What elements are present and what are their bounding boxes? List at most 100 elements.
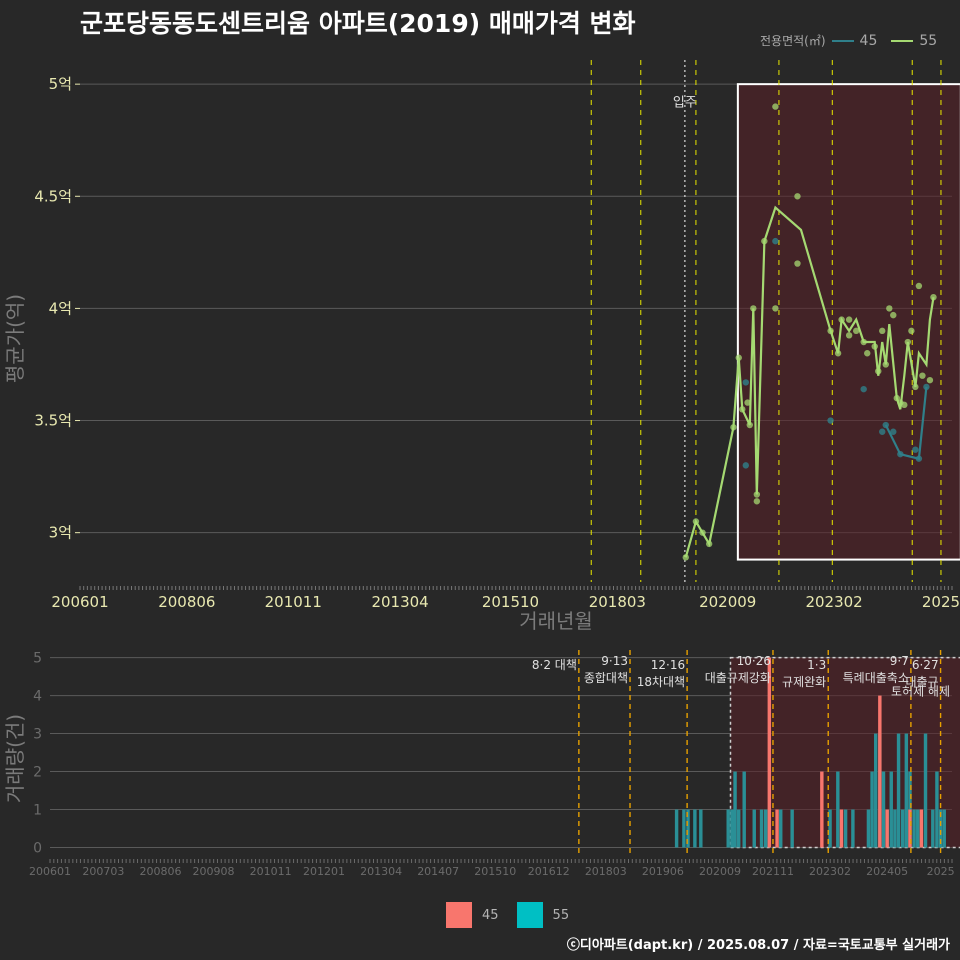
x-tick-label: 202009 bbox=[699, 593, 756, 611]
price-point-55 bbox=[838, 316, 845, 323]
price-point-45 bbox=[742, 379, 750, 386]
price-point-55 bbox=[864, 350, 871, 357]
price-point-55 bbox=[886, 305, 893, 312]
price-point-55 bbox=[879, 327, 886, 335]
price-point-55 bbox=[890, 311, 897, 319]
price-point-55 bbox=[912, 383, 919, 391]
volume-bar-45 bbox=[767, 657, 772, 848]
price-point-45 bbox=[882, 421, 889, 429]
y-tick-label: 4억 bbox=[49, 299, 72, 317]
volume-bar-55 bbox=[674, 809, 679, 848]
price-point-55 bbox=[901, 401, 908, 409]
volume-bar-55 bbox=[912, 809, 916, 848]
price-point-55 bbox=[705, 540, 713, 548]
price-point-55 bbox=[852, 327, 860, 335]
price-point-55 bbox=[699, 529, 706, 536]
volume-bar-45 bbox=[839, 809, 844, 848]
legend-bottom-label-55: 55 bbox=[552, 907, 570, 923]
volume-bar-55 bbox=[779, 809, 783, 848]
volume-bar-55 bbox=[686, 809, 690, 848]
volume-bar-45 bbox=[775, 809, 779, 848]
volume-bar-55 bbox=[790, 809, 794, 848]
price-point-55 bbox=[908, 327, 915, 335]
price-line-55 bbox=[684, 205, 935, 558]
price-point-55 bbox=[893, 394, 901, 402]
bar-y-tick-label: 3 bbox=[33, 727, 42, 743]
volume-bar-55 bbox=[737, 809, 741, 848]
volume-bar-55 bbox=[693, 809, 697, 848]
move-in-label: 입주 bbox=[673, 96, 697, 111]
price-point-55 bbox=[692, 518, 700, 525]
legend-swatch-55 bbox=[516, 902, 543, 928]
price-line-45 bbox=[884, 386, 928, 461]
legend-title: 전용면적(㎡) bbox=[760, 34, 826, 48]
volume-bar-45 bbox=[820, 771, 824, 848]
bar-x-tick-label: 202405 bbox=[866, 865, 908, 878]
price-point-45 bbox=[742, 462, 750, 469]
legend-line-55 bbox=[891, 39, 914, 42]
bar-x-tick-label: 200601 bbox=[29, 865, 71, 878]
bar-y-axis-title: 거래량(건) bbox=[3, 714, 27, 803]
policy-event-label: 10·26 bbox=[737, 654, 771, 668]
x-tick-label: 201011 bbox=[265, 593, 322, 611]
volume-bar-55 bbox=[900, 809, 905, 848]
legend-label-55: 55 bbox=[919, 32, 938, 49]
bar-x-tick-label: 200806 bbox=[140, 865, 182, 878]
price-point-55 bbox=[827, 327, 834, 335]
price-point-45 bbox=[772, 237, 779, 245]
policy-event-label: 특례대출축소 bbox=[843, 671, 909, 685]
policy-event-label: 9·7 bbox=[890, 654, 909, 668]
price-point-45 bbox=[897, 450, 904, 458]
top-legend: 전용면적(㎡) 45 55 bbox=[760, 32, 945, 49]
bar-x-tick-label: 200703 bbox=[82, 865, 124, 878]
policy-event-label: 종합대책 bbox=[584, 670, 628, 685]
price-point-45 bbox=[923, 383, 930, 391]
price-point-55 bbox=[753, 498, 761, 505]
price-point-45 bbox=[915, 455, 923, 462]
price-point-55 bbox=[860, 338, 867, 346]
policy-event-label: 규제완화 bbox=[782, 675, 826, 689]
legend-label-45: 45 bbox=[859, 32, 878, 49]
price-point-55 bbox=[750, 305, 757, 312]
price-point-55 bbox=[930, 293, 937, 301]
y-tick-label: 5억 bbox=[49, 75, 72, 93]
price-point-55 bbox=[834, 350, 842, 357]
price-point-55 bbox=[882, 361, 889, 368]
volume-bar-55 bbox=[874, 733, 878, 848]
bar-y-tick-label: 2 bbox=[33, 765, 42, 781]
price-point-55 bbox=[730, 424, 737, 431]
price-point-55 bbox=[739, 406, 746, 413]
volume-bar-55 bbox=[942, 809, 946, 848]
price-point-55 bbox=[794, 193, 801, 200]
price-point-55 bbox=[744, 399, 751, 406]
price-point-55 bbox=[845, 316, 853, 323]
policy-event-label: 1·3 bbox=[807, 658, 826, 672]
volume-bar-45 bbox=[878, 695, 882, 848]
price-point-55 bbox=[772, 305, 779, 312]
price-point-55 bbox=[772, 103, 779, 110]
bar-x-tick-label: 202302 bbox=[809, 865, 851, 878]
volume-bar-55 bbox=[896, 733, 901, 848]
price-point-55 bbox=[682, 554, 689, 561]
legend-line-45 bbox=[831, 39, 854, 42]
volume-bar-55 bbox=[843, 809, 848, 848]
y-tick-label: 4.5억 bbox=[34, 187, 72, 205]
policy-event-label: 12·16 bbox=[651, 658, 685, 672]
bar-x-tick-label: 201803 bbox=[585, 865, 627, 878]
x-axis-title: 거래년월 bbox=[519, 609, 593, 633]
x-tick-label: 201510 bbox=[482, 593, 539, 611]
x-tick-label: 201803 bbox=[589, 593, 646, 611]
x-tick-label: 2025 bbox=[922, 593, 960, 611]
volume-bar-55 bbox=[916, 809, 920, 848]
price-point-55 bbox=[904, 338, 912, 346]
volume-bar-55 bbox=[938, 809, 943, 848]
bar-x-tick-label: 201510 bbox=[474, 865, 516, 878]
price-point-45 bbox=[890, 428, 897, 435]
volume-bar-45 bbox=[919, 809, 924, 848]
price-point-55 bbox=[871, 343, 878, 350]
bar-x-tick-label: 200908 bbox=[193, 865, 235, 878]
bar-x-tick-label: 201304 bbox=[360, 865, 402, 878]
price-point-55 bbox=[845, 332, 853, 339]
volume-bar-55 bbox=[866, 809, 871, 848]
